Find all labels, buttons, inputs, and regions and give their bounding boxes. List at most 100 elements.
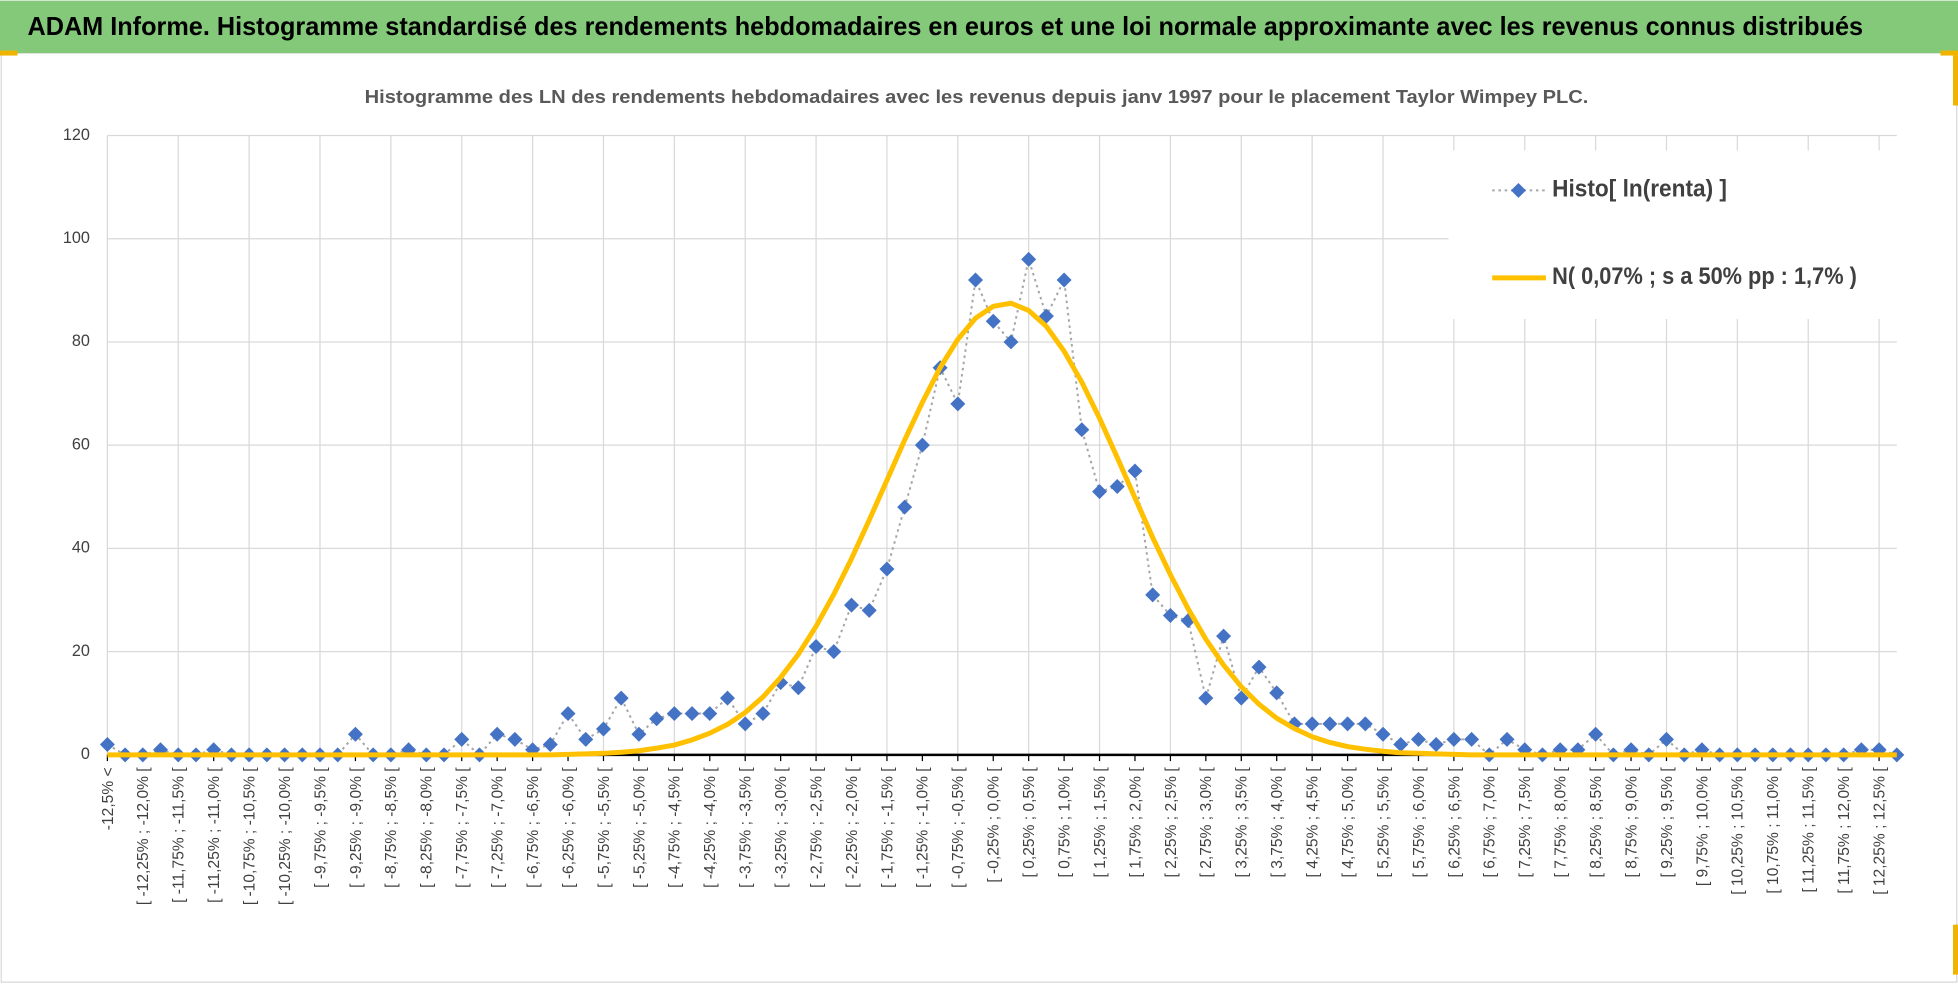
- x-tick-label: [ 7,25% ; 7,5% [: [1517, 767, 1534, 878]
- x-tick-label: [ -0,25% ; 0,0% [: [986, 767, 1003, 883]
- point: [1021, 251, 1037, 267]
- x-tick-label: [ -11,25% ; -11,0% [: [206, 767, 223, 903]
- x-tick-label: [ -7,25% ; -7,0% [: [490, 767, 507, 888]
- y-tick-label: 60: [72, 435, 90, 453]
- x-tick-label: [ -3,25% ; -3,0% [: [773, 767, 790, 888]
- point: [1269, 685, 1285, 701]
- corner: [1953, 55, 1958, 106]
- point: [1074, 422, 1090, 438]
- point: [702, 706, 718, 722]
- x-tick-label: [ -5,75% ; -5,5% [: [596, 767, 613, 888]
- x-tick-label: [ -1,75% ; -1,5% [: [879, 767, 896, 888]
- y-tick-label: 120: [63, 126, 90, 144]
- y-tick-label: 0: [81, 745, 90, 763]
- x-tick-label: [ 5,75% ; 6,0% [: [1411, 767, 1428, 878]
- point: [542, 737, 558, 753]
- banner: [0, 0, 1958, 54]
- x-tick-label: [ 1,25% ; 1,5% [: [1092, 767, 1109, 878]
- x-tick-label: [ 11,75% ; 12,0% [: [1836, 767, 1853, 894]
- point: [1109, 478, 1125, 494]
- point: [666, 706, 682, 722]
- point: [950, 396, 966, 412]
- x-tick-label: [ 4,25% ; 4,5% [: [1305, 767, 1322, 878]
- x-tick-label: [ 7,75% ; 8,0% [: [1553, 767, 1570, 878]
- x-tick-label: [ -4,25% ; -4,0% [: [702, 767, 719, 888]
- point: [719, 690, 735, 706]
- point: [1464, 731, 1480, 747]
- x-tick-label: [ 1,75% ; 2,0% [: [1127, 767, 1144, 878]
- x-tick-label: [ -4,75% ; -4,5% [: [667, 767, 684, 888]
- point: [897, 499, 913, 515]
- x-tick-label: [ -12,25% ; -12,0% [: [135, 767, 152, 905]
- x-tick-label: [ 0,25% ; 0,5% [: [1021, 767, 1038, 878]
- y-tick-label: 40: [72, 539, 90, 557]
- point: [844, 597, 859, 613]
- x-tick-label: [ -1,25% ; -1,0% [: [915, 767, 932, 888]
- x-tick-label: [ -6,75% ; -6,5% [: [525, 767, 542, 888]
- x-tick-label: [ -8,75% ; -8,5% [: [383, 767, 400, 888]
- y-tick-label: 80: [72, 332, 90, 350]
- x-tick-label: [ 0,75% ; 1,0% [: [1056, 767, 1073, 878]
- corner: [1940, 50, 1958, 56]
- series-line: [107, 300, 1897, 758]
- point: [1499, 731, 1515, 747]
- legend-box: [1448, 150, 1905, 320]
- point: [507, 731, 523, 747]
- x-tick-label: [ -10,75% ; -10,5% [: [242, 767, 259, 905]
- x-tick-label: [ 9,75% ; 10,0% [: [1694, 767, 1711, 886]
- x-tick-label: [ -2,25% ; -2,0% [: [844, 767, 861, 888]
- point: [985, 313, 1001, 329]
- point: [1003, 334, 1019, 350]
- point: [99, 737, 115, 753]
- corner: [1953, 924, 1958, 975]
- corner: [0, 50, 18, 56]
- point: [790, 680, 806, 696]
- x-tick-label: [ 9,25% ; 9,5% [: [1659, 767, 1676, 878]
- x-tick-label: [ -7,75% ; -7,5% [: [454, 767, 471, 888]
- point: [1393, 737, 1409, 753]
- x-tick-label: [ 4,75% ; 5,0% [: [1340, 767, 1357, 878]
- x-tick-label: [ 5,25% ; 5,5% [: [1375, 767, 1392, 878]
- point: [1340, 716, 1356, 732]
- point: [1127, 463, 1143, 479]
- x-tick-label: [ -6,25% ; -6,0% [: [560, 767, 577, 888]
- x-tick-label: [ 11,25% ; 11,5% [: [1801, 767, 1818, 893]
- page-title: ADAM Informe. Histogramme standardisé de…: [27, 11, 1863, 41]
- x-tick-label: [ -9,75% ; -9,5% [: [312, 767, 329, 888]
- point: [1428, 737, 1444, 753]
- point: [560, 706, 576, 722]
- x-tick-label: [ 3,75% ; 4,0% [: [1269, 767, 1286, 878]
- point: [578, 731, 594, 747]
- chart-title: Histogramme des LN des rendements hebdom…: [365, 86, 1589, 107]
- point: [454, 731, 470, 747]
- point: [1357, 716, 1373, 732]
- point: [826, 644, 842, 660]
- x-tick-label: [ 2,25% ; 2,5% [: [1163, 767, 1180, 878]
- x-tick-label: [ 8,75% ; 9,0% [: [1623, 767, 1640, 878]
- point: [755, 706, 771, 722]
- point: [1304, 716, 1320, 732]
- x-tick-label: [ 10,75% ; 11,0% [: [1765, 767, 1782, 894]
- point: [914, 437, 930, 453]
- x-tick-label: [ 10,25% ; 10,5% [: [1730, 767, 1747, 895]
- x-tick-label: [ 8,25% ; 8,5% [: [1588, 767, 1605, 878]
- point: [1410, 731, 1426, 747]
- x-tick-label: [ 3,25% ; 3,5% [: [1234, 767, 1251, 878]
- point: [1092, 484, 1108, 500]
- x-tick-label: [ -11,75% ; -11,5% [: [171, 767, 188, 903]
- x-tick-label: [ 6,75% ; 7,0% [: [1482, 767, 1499, 878]
- point: [1322, 716, 1338, 732]
- legend-marker: [1510, 182, 1526, 198]
- y-tick-label: 20: [72, 642, 90, 660]
- x-tick-label: [ -3,75% ; -3,5% [: [738, 767, 755, 888]
- legend-label: Histo[ ln(renta) ]: [1552, 177, 1727, 203]
- x-tick-label: -12,5% <: [100, 767, 117, 830]
- x-tick-label: [ -10,25% ; -10,0% [: [277, 767, 294, 905]
- point: [1162, 608, 1178, 623]
- point: [1446, 731, 1462, 747]
- x-tick-label: [ -0,75% ; -0,5% [: [950, 767, 967, 888]
- legend-label: N( 0,07% ; s a 50% pp : 1,7% ): [1552, 264, 1857, 290]
- point: [684, 706, 700, 722]
